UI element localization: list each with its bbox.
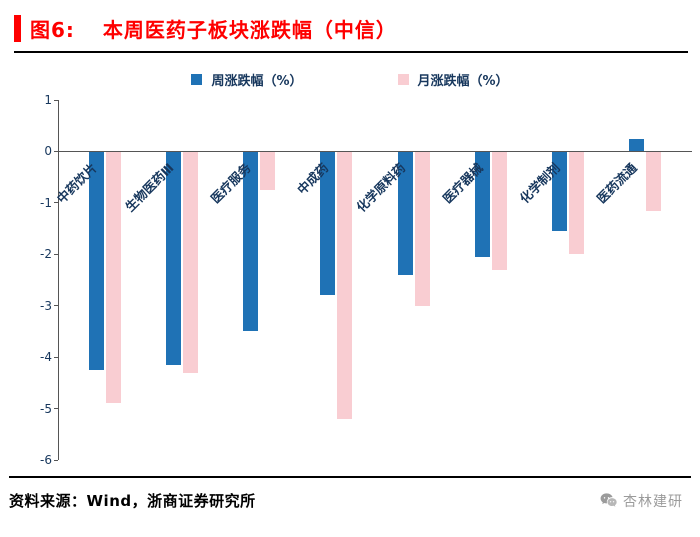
y-tick-mark xyxy=(54,459,58,461)
y-tick-label: -2 xyxy=(40,247,52,262)
header-divider xyxy=(14,51,688,53)
legend-swatch-month xyxy=(397,74,409,85)
figure-label: 图6: xyxy=(30,17,75,42)
y-tick-mark xyxy=(54,356,58,358)
bar-month-1 xyxy=(182,152,198,373)
y-tick-label: -3 xyxy=(40,298,52,313)
bar-month-0 xyxy=(105,152,121,404)
y-tick-label: 0 xyxy=(44,144,52,159)
y-tick-mark xyxy=(54,253,58,255)
y-axis-line xyxy=(58,100,59,460)
figure-title: 本周医药子板块涨跌幅（中信） xyxy=(102,17,397,42)
legend-item-week: 周涨跌幅（%） xyxy=(191,70,303,89)
bar-month-5 xyxy=(491,152,507,270)
bar-month-6 xyxy=(569,152,585,255)
zero-line xyxy=(58,151,692,153)
bar-week-1 xyxy=(165,152,181,365)
bar-week-5 xyxy=(474,152,490,257)
bar-month-2 xyxy=(260,152,276,190)
bar-week-2 xyxy=(243,152,259,332)
category-label: 医药流通 xyxy=(594,160,641,207)
legend-label-month: 月涨跌幅（%） xyxy=(417,74,509,89)
bar-week-4 xyxy=(397,152,413,275)
plot-area: 1 0 -1 -2 -3 -4 -5 -6 中药饮片 生物医药Ⅲ 医疗服务 中成药 化学原料药 医疗器械化… xyxy=(0,62,700,470)
source-text: 资料来源：Wind，浙商证券研究所 xyxy=(9,492,256,510)
title-row: 图6: 本周医药子板块涨跌幅（中信） xyxy=(14,13,688,43)
footer-divider xyxy=(9,476,691,478)
figure-footer: 资料来源：Wind，浙商证券研究所 杏林建研 xyxy=(9,476,691,511)
y-tick-mark xyxy=(54,408,58,410)
watermark: 杏林建研 xyxy=(599,491,683,511)
y-tick-label: -4 xyxy=(40,350,52,365)
bar-month-3 xyxy=(337,152,353,419)
bar-week-6 xyxy=(552,152,568,232)
y-tick-label: -1 xyxy=(40,195,52,210)
bar-chart: 周涨跌幅（%） 月涨跌幅（%） 1 0 -1 -2 -3 -4 -5 -6 中药饮片 生物医药Ⅲ 医… xyxy=(0,62,700,470)
footer-row: 资料来源：Wind，浙商证券研究所 杏林建研 xyxy=(9,490,691,511)
figure-header: 图6: 本周医药子板块涨跌幅（中信） xyxy=(14,13,688,53)
y-tick-label: -6 xyxy=(40,453,52,467)
y-tick-mark xyxy=(54,305,58,307)
title-accent-bar xyxy=(14,14,21,42)
y-tick-mark xyxy=(54,150,58,152)
legend-label-week: 周涨跌幅（%） xyxy=(211,74,303,89)
bar-month-7 xyxy=(646,152,662,211)
legend-item-month: 月涨跌幅（%） xyxy=(397,70,509,89)
chart-legend: 周涨跌幅（%） 月涨跌幅（%） xyxy=(0,70,700,89)
watermark-text: 杏林建研 xyxy=(623,493,683,510)
y-tick-label: 1 xyxy=(44,93,52,107)
y-tick-label: -5 xyxy=(40,401,52,416)
legend-swatch-week xyxy=(191,74,203,85)
wechat-icon xyxy=(600,493,617,507)
bar-week-3 xyxy=(320,152,336,296)
bar-week-0 xyxy=(88,152,104,370)
bar-week-7 xyxy=(629,138,645,152)
bar-month-4 xyxy=(414,152,430,306)
y-tick-mark xyxy=(54,99,58,101)
y-tick-mark xyxy=(54,202,58,204)
